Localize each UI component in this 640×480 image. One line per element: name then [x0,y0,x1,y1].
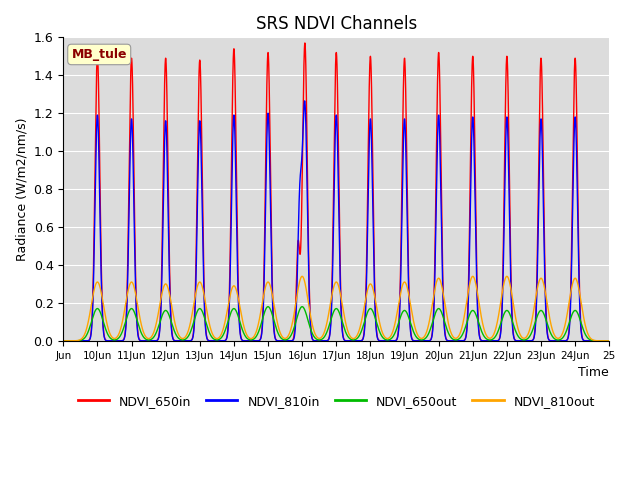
NDVI_810in [605,338,613,344]
NDVI_810in [508,299,515,305]
NDVI_810out [60,338,67,344]
NDVI_650out [113,336,121,342]
NDVI_650out [60,338,67,344]
Legend: NDVI_650in, NDVI_810in, NDVI_650out, NDVI_810out: NDVI_650in, NDVI_810in, NDVI_650out, NDV… [72,390,600,412]
NDVI_810in [113,338,121,344]
NDVI_810out [584,329,591,335]
NDVI_650in [605,338,613,344]
NDVI_650out [605,338,613,344]
NDVI_650in [60,338,67,344]
NDVI_650in [113,338,121,344]
NDVI_810out [494,315,502,321]
Line: NDVI_650out: NDVI_650out [63,307,609,341]
NDVI_650out [545,324,552,330]
NDVI_650in [494,337,502,343]
NDVI_650in [545,335,552,341]
NDVI_810out [545,307,552,313]
NDVI_650in [198,108,205,114]
NDVI_810in [584,338,591,344]
Line: NDVI_810out: NDVI_810out [63,276,609,341]
X-axis label: Time: Time [579,366,609,379]
NDVI_810in [198,158,205,164]
NDVI_810out [198,281,205,287]
NDVI_810in [494,337,502,343]
Line: NDVI_650in: NDVI_650in [63,43,609,341]
NDVI_650out [508,315,515,321]
NDVI_810in [301,98,308,104]
NDVI_810out [503,274,511,279]
Line: NDVI_810in: NDVI_810in [63,101,609,341]
NDVI_810in [60,338,67,344]
NDVI_650in [301,40,308,46]
NDVI_650out [584,335,591,340]
NDVI_810in [545,336,552,341]
NDVI_650in [508,288,515,294]
NDVI_650out [198,307,205,312]
NDVI_650out [264,304,272,310]
NDVI_810out [508,288,515,294]
Text: MB_tule: MB_tule [72,48,127,61]
NDVI_810out [605,338,613,344]
NDVI_650in [584,338,591,344]
Title: SRS NDVI Channels: SRS NDVI Channels [255,15,417,33]
NDVI_650out [494,328,502,334]
NDVI_810out [113,334,121,339]
Y-axis label: Radiance (W/m2/nm/s): Radiance (W/m2/nm/s) [15,117,28,261]
